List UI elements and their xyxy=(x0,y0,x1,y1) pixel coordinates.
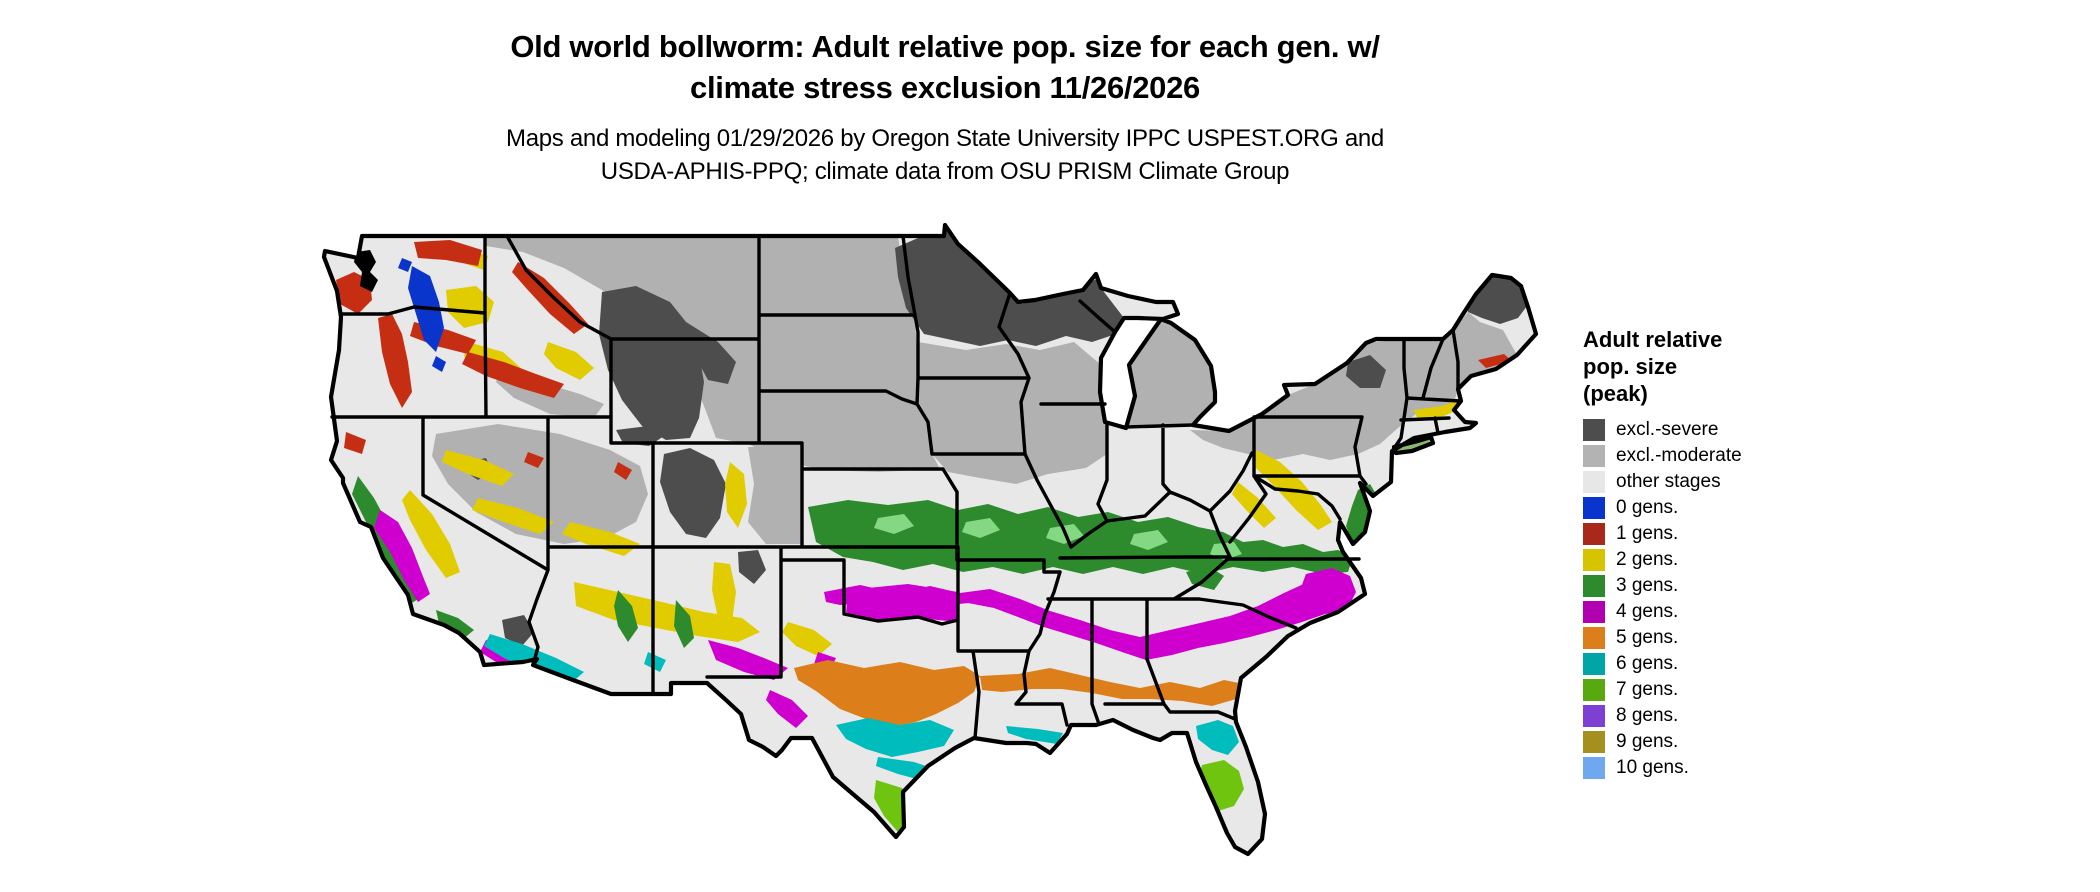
map-legend: Adult relative pop. size (peak) excl.-se… xyxy=(1583,326,1883,781)
map-region-8-gens-keys xyxy=(900,830,1268,854)
legend-swatch-10-gens xyxy=(1583,757,1605,779)
state-borders xyxy=(330,234,1462,740)
subtitle-line-2: USDA-APHIS-PPQ; climate data from OSU PR… xyxy=(600,158,1290,185)
legend-swatch-2-gens xyxy=(1583,549,1605,571)
map-region-4-gens-carolina-blob xyxy=(1300,568,1356,614)
map-region-excl-severe-adirondacks xyxy=(1346,355,1386,388)
map-region-7-gens-south-texas xyxy=(874,780,918,832)
map-region-group-5-gens xyxy=(542,658,1239,727)
legend-swatch-excl-moderate xyxy=(1583,445,1605,467)
map-region-5-gens-texas xyxy=(794,660,980,727)
map-region-5-gens-southeast xyxy=(542,658,1239,706)
map-region-group-7-gens xyxy=(874,760,1244,832)
legend-item-excl-moderate: excl.-moderate xyxy=(1583,443,1883,469)
legend-label: 1 gens. xyxy=(1616,523,1679,544)
legend-swatch-7-gens xyxy=(1583,679,1605,701)
legend-swatch-4-gens xyxy=(1583,601,1605,623)
figure-title: Old world bollworm: Adult relative pop. … xyxy=(0,26,1890,108)
legend-swatch-1-gens xyxy=(1583,523,1605,545)
legend-item-8-gens: 8 gens. xyxy=(1583,703,1883,729)
legend-item-7-gens: 7 gens. xyxy=(1583,677,1883,703)
legend-rows: excl.-severe excl.-moderate other stages… xyxy=(1583,417,1883,781)
map-region-group-1-gens xyxy=(336,240,1512,480)
legend-label: 8 gens. xyxy=(1616,705,1679,726)
map-region-2-gens-appalachians xyxy=(1232,400,1462,530)
subtitle-line-1: Maps and modeling 01/29/2026 by Oregon S… xyxy=(506,125,1384,152)
map-region-3-gens-light-speckle xyxy=(874,514,1242,560)
legend-swatch-8-gens xyxy=(1583,705,1605,727)
legend-swatch-other-stages xyxy=(1583,471,1605,493)
legend-label: 6 gens. xyxy=(1616,653,1679,674)
legend-title-line-3: (peak) xyxy=(1583,381,1648,406)
legend-item-3-gens: 3 gens. xyxy=(1583,573,1883,599)
legend-title-line-2: pop. size xyxy=(1583,354,1678,379)
map-region-1-gens-northwest xyxy=(336,240,588,408)
legend-item-0-gens: 0 gens. xyxy=(1583,495,1883,521)
map-region-group-4-gens xyxy=(374,510,1356,728)
legend-label: excl.-moderate xyxy=(1616,445,1742,466)
legend-title-line-1: Adult relative xyxy=(1583,327,1723,352)
map-region-4-gens-south-band xyxy=(824,573,1350,660)
legend-item-4-gens: 4 gens. xyxy=(1583,599,1883,625)
puget-sound-blob xyxy=(354,250,378,292)
legend-item-10-gens: 10 gens. xyxy=(1583,755,1883,781)
legend-label: 2 gens. xyxy=(1616,549,1679,570)
map-region-group-excl-severe xyxy=(466,228,1527,674)
legend-swatch-6-gens xyxy=(1583,653,1605,675)
legend-label: 9 gens. xyxy=(1616,731,1679,752)
legend-label: 3 gens. xyxy=(1616,575,1679,596)
legend-swatch-excl-severe xyxy=(1583,419,1605,441)
legend-swatch-9-gens xyxy=(1583,731,1605,753)
map-region-0-gens-cascades xyxy=(398,258,446,372)
map-region-2-gens-west xyxy=(402,250,640,578)
legend-label: 0 gens. xyxy=(1616,497,1679,518)
map-region-group-8-gens xyxy=(900,830,1268,854)
legend-item-excl-severe: excl.-severe xyxy=(1583,417,1883,443)
us-outline xyxy=(321,222,1539,857)
title-line-1: Old world bollworm: Adult relative pop. … xyxy=(510,29,1380,64)
legend-label: 5 gens. xyxy=(1616,627,1679,648)
map-region-excl-severe-northland xyxy=(895,228,1124,346)
legend-item-1-gens: 1 gens. xyxy=(1583,521,1883,547)
map-region-excl-severe-new-mexico-north xyxy=(738,550,766,584)
map-region-2-gens-southwest xyxy=(574,462,832,656)
legend-label: other stages xyxy=(1616,471,1721,492)
legend-item-9-gens: 9 gens. xyxy=(1583,729,1883,755)
us-choropleth-map xyxy=(318,222,1539,872)
legend-swatch-5-gens xyxy=(1583,627,1605,649)
map-region-excl-moderate-colorado-plains xyxy=(748,447,802,544)
map-svg xyxy=(321,222,1539,857)
map-region-excl-moderate-upper-midwest xyxy=(918,342,1107,484)
title-line-2: climate stress exclusion 11/26/2026 xyxy=(690,70,1200,105)
legend-item-6-gens: 6 gens. xyxy=(1583,651,1883,677)
map-region-excl-moderate-lower-michigan xyxy=(1126,319,1215,427)
legend-item-2-gens: 2 gens. xyxy=(1583,547,1883,573)
map-region-excl-severe-rockies-wyoming xyxy=(599,286,704,440)
map-region-excl-severe-uintas xyxy=(616,426,664,446)
legend-item-5-gens: 5 gens. xyxy=(1583,625,1883,651)
map-region-4-gens-west xyxy=(374,510,836,728)
map-region-group-0-gens xyxy=(398,258,446,372)
legend-swatch-0-gens xyxy=(1583,497,1605,519)
figure-subtitle: Maps and modeling 01/29/2026 by Oregon S… xyxy=(0,122,1890,188)
legend-item-other-stages: other stages xyxy=(1583,469,1883,495)
legend-swatch-3-gens xyxy=(1583,575,1605,597)
legend-label: 10 gens. xyxy=(1616,757,1689,778)
map-region-excl-moderate-northeast xyxy=(1190,312,1517,460)
map-region-group-2-gens xyxy=(402,250,1462,656)
legend-label: 7 gens. xyxy=(1616,679,1679,700)
legend-label: 4 gens. xyxy=(1616,601,1679,622)
legend-label: excl.-severe xyxy=(1616,419,1719,440)
map-region-excl-severe-colorado-rockies xyxy=(660,448,726,538)
